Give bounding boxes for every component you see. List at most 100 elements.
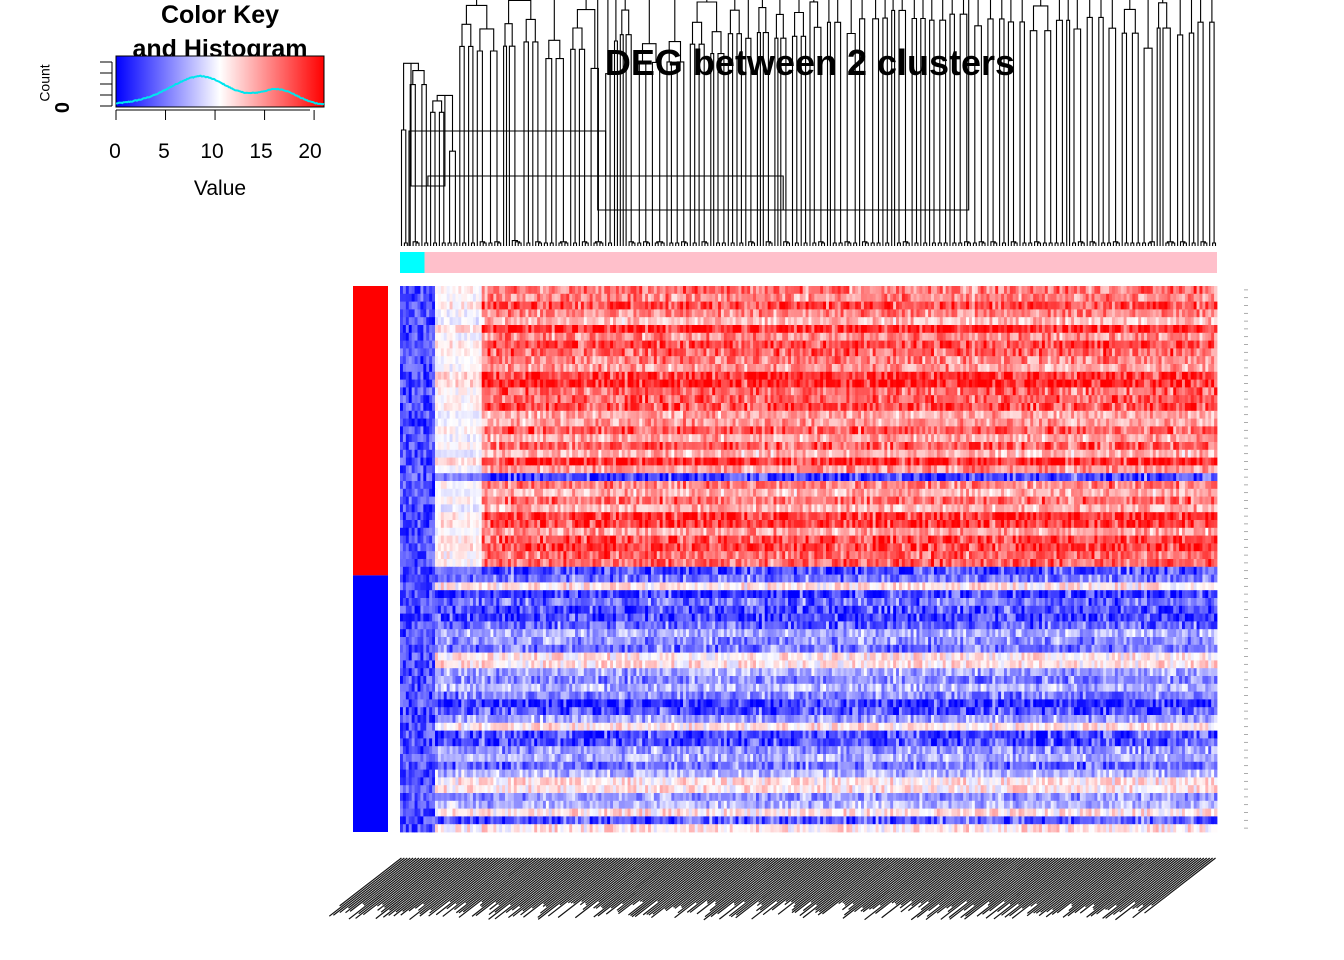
heatmap-cell <box>1057 286 1060 294</box>
heatmap-cell <box>581 309 584 317</box>
heatmap-cell <box>756 341 759 349</box>
heatmap-cell <box>502 380 505 388</box>
heatmap-cell <box>1121 356 1124 364</box>
heatmap-cell <box>998 403 1001 411</box>
heatmap-cell <box>403 302 406 310</box>
heatmap-cell <box>505 302 508 310</box>
heatmap-cell <box>852 341 855 349</box>
heatmap-cell <box>549 372 552 380</box>
heatmap-cell <box>1071 317 1074 325</box>
heatmap-cell <box>604 387 607 395</box>
heatmap-cell <box>473 403 476 411</box>
heatmap-cell <box>639 411 642 419</box>
heatmap-cell <box>916 356 919 364</box>
heatmap-cell <box>879 356 882 364</box>
heatmap-cell <box>476 302 479 310</box>
heatmap-cell <box>776 372 779 380</box>
heatmap-cell <box>560 348 563 356</box>
heatmap-cell <box>706 380 709 388</box>
heatmap-cell <box>820 356 823 364</box>
heatmap-cell <box>829 395 832 403</box>
heatmap-cell <box>581 333 584 341</box>
heatmap-cell <box>601 387 604 395</box>
heatmap-cell <box>814 333 817 341</box>
heatmap-cell <box>911 395 914 403</box>
heatmap-cell <box>1045 348 1048 356</box>
heatmap-cell <box>779 372 782 380</box>
heatmap-cell <box>919 309 922 317</box>
heatmap-cell <box>1211 317 1214 325</box>
heatmap-cell <box>1083 302 1086 310</box>
heatmap-cell <box>654 348 657 356</box>
heatmap-cell <box>1129 333 1132 341</box>
heatmap-cell <box>899 380 902 388</box>
heatmap-cell <box>593 403 596 411</box>
heatmap-cell <box>864 364 867 372</box>
dendrogram-branch <box>536 242 540 246</box>
heatmap-cell <box>1080 317 1083 325</box>
heatmap-cell <box>418 356 421 364</box>
heatmap-cell <box>651 403 654 411</box>
heatmap-cell <box>1176 395 1179 403</box>
heatmap-cell <box>803 294 806 302</box>
heatmap-cell <box>476 403 479 411</box>
heatmap-cell <box>1129 380 1132 388</box>
heatmap-cell <box>744 403 747 411</box>
heatmap-cell <box>444 387 447 395</box>
heatmap-cell <box>864 294 867 302</box>
heatmap-cell <box>744 372 747 380</box>
heatmap-cell <box>426 341 429 349</box>
heatmap-cell <box>1182 348 1185 356</box>
heatmap-cell <box>458 356 461 364</box>
heatmap-cell <box>426 333 429 341</box>
heatmap-cell <box>435 309 438 317</box>
heatmap-cell <box>420 372 423 380</box>
heatmap-cell <box>1054 395 1057 403</box>
heatmap-cell <box>1071 403 1074 411</box>
heatmap-cell <box>709 325 712 333</box>
heatmap-cell <box>692 364 695 372</box>
heatmap-cell <box>998 372 1001 380</box>
heatmap-cell <box>771 411 774 419</box>
heatmap-cell <box>598 333 601 341</box>
heatmap-cell <box>937 387 940 395</box>
heatmap-cell <box>642 325 645 333</box>
heatmap-cell <box>771 395 774 403</box>
dendrogram-branch <box>1081 243 1084 246</box>
heatmap-cell <box>560 387 563 395</box>
heatmap-cell <box>937 403 940 411</box>
heatmap-cell <box>701 364 704 372</box>
heatmap-cell <box>540 325 543 333</box>
heatmap-cell <box>1022 395 1025 403</box>
heatmap-cell <box>1162 294 1165 302</box>
heatmap-cell <box>450 387 453 395</box>
heatmap-cell <box>858 317 861 325</box>
heatmap-cell <box>902 387 905 395</box>
heatmap-cell <box>914 317 917 325</box>
heatmap-cell <box>814 380 817 388</box>
heatmap-cell <box>1132 380 1135 388</box>
heatmap-cell <box>937 341 940 349</box>
heatmap-cell <box>1016 333 1019 341</box>
dendrogram-branch <box>1201 0 1212 22</box>
heatmap-cell <box>1097 395 1100 403</box>
heatmap-cell <box>418 380 421 388</box>
heatmap-cell <box>423 309 426 317</box>
heatmap-cell <box>873 403 876 411</box>
heatmap-cell <box>1042 395 1045 403</box>
heatmap-cell <box>1004 403 1007 411</box>
heatmap-cell <box>800 325 803 333</box>
heatmap-cell <box>677 341 680 349</box>
heatmap-cell <box>464 333 467 341</box>
heatmap-cell <box>668 341 671 349</box>
heatmap-cell <box>496 356 499 364</box>
heatmap-cell <box>709 348 712 356</box>
heatmap-cell <box>1086 348 1089 356</box>
heatmap-cell <box>607 302 610 310</box>
heatmap-cell <box>969 294 972 302</box>
dendrogram-branch <box>822 243 825 246</box>
heatmap-cell <box>432 302 435 310</box>
heatmap-cell <box>403 294 406 302</box>
heatmap-cell <box>1150 364 1153 372</box>
heatmap-cell <box>785 341 788 349</box>
